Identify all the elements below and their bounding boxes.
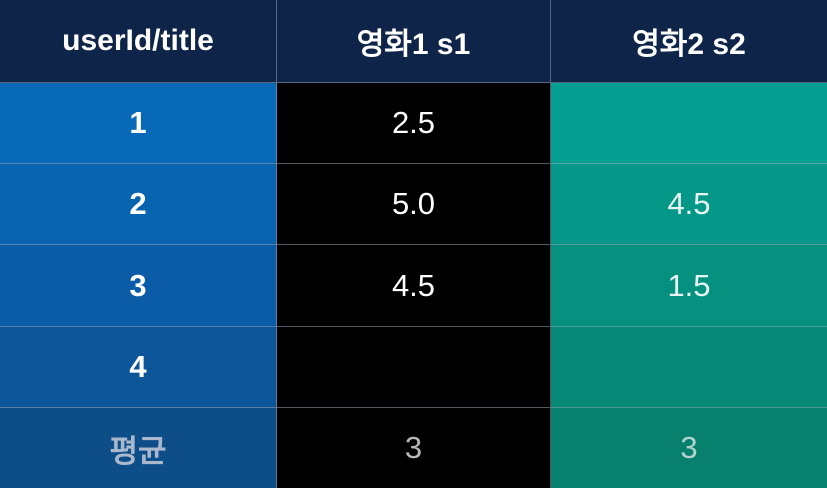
row-2-user: 2 bbox=[0, 164, 277, 245]
row-3-user: 3 bbox=[0, 245, 277, 327]
row-3-movie1: 4.5 bbox=[277, 245, 551, 327]
header-movie2: 영화2 s2 bbox=[551, 0, 827, 83]
header-movie1: 영화1 s1 bbox=[277, 0, 551, 83]
row-2-movie2: 4.5 bbox=[551, 164, 827, 245]
row-1-movie1: 2.5 bbox=[277, 83, 551, 164]
average-movie1: 3 bbox=[277, 408, 551, 488]
average-label: 평균 bbox=[0, 408, 277, 488]
row-4-user: 4 bbox=[0, 327, 277, 408]
row-4-movie1 bbox=[277, 327, 551, 408]
row-2-movie1: 5.0 bbox=[277, 164, 551, 245]
row-1-user: 1 bbox=[0, 83, 277, 164]
average-movie2: 3 bbox=[551, 408, 827, 488]
header-userid-title: userId/title bbox=[0, 0, 277, 83]
row-3-movie2: 1.5 bbox=[551, 245, 827, 327]
row-1-movie2 bbox=[551, 83, 827, 164]
row-4-movie2 bbox=[551, 327, 827, 408]
